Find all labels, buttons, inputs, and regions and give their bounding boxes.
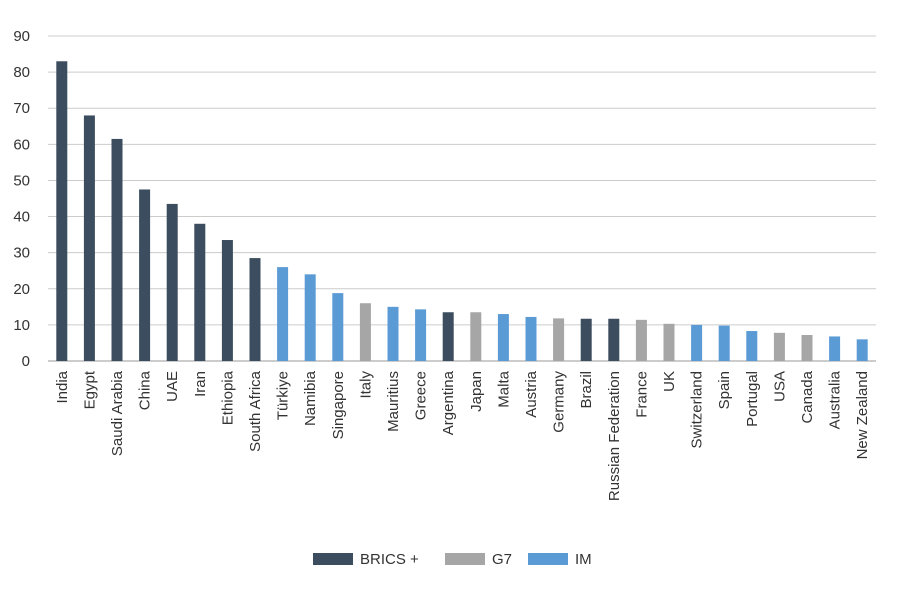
bar-china [139, 189, 151, 361]
legend-label: G7 [492, 551, 512, 568]
legend-label: IM [575, 551, 592, 568]
x-tick-label: Brazil [578, 371, 595, 409]
bar-austria [525, 316, 537, 361]
x-tick-label: Russian Federation [606, 371, 623, 501]
bar-japan [470, 312, 482, 361]
bar-greece [415, 309, 427, 361]
x-tick-label: India [54, 370, 71, 403]
x-tick-label: Egypt [81, 370, 98, 409]
bar-argentina [442, 312, 454, 361]
x-tick-label: Spain [716, 371, 733, 409]
y-tick-label: 20 [13, 281, 30, 298]
y-axis-ticks: 0 10 20 30 40 50 60 70 80 90 [13, 28, 30, 370]
y-tick-label: 30 [13, 245, 30, 262]
bar-namibia [304, 274, 316, 361]
bar-usa [773, 332, 785, 361]
y-tick-label: 90 [13, 28, 30, 45]
bar-t-rkiye [277, 267, 289, 361]
x-axis-ticks: India Egypt Saudi Arabia China UAE Iran Ethiop… [54, 370, 871, 501]
x-tick-label: Singapore [330, 371, 347, 439]
y-tick-label: 0 [22, 353, 30, 370]
bar-singapore [332, 293, 344, 361]
x-tick-label: Mauritius [385, 371, 402, 432]
bar-spain [718, 325, 730, 361]
bar-malta [497, 314, 509, 361]
legend-swatch [528, 553, 568, 565]
x-tick-label: Greece [413, 371, 430, 420]
x-tick-label: Iran [192, 371, 209, 397]
legend-label: BRICS + [360, 551, 419, 568]
x-tick-label: Argentina [440, 370, 457, 435]
bars [56, 61, 868, 362]
x-tick-label: France [633, 371, 650, 418]
y-tick-label: 50 [13, 172, 30, 189]
bar-saudi-arabia [111, 138, 123, 361]
x-tick-label: UAE [164, 371, 181, 402]
bar-iran [194, 223, 206, 361]
x-tick-label: Italy [357, 371, 374, 399]
bar-brazil [580, 318, 592, 361]
x-tick-label: Australia [827, 370, 844, 429]
legend-swatch [313, 553, 353, 565]
x-tick-label: China [137, 370, 154, 410]
bar-egypt [83, 115, 95, 361]
legend: BRICS + G7 IM [313, 551, 592, 568]
bar-france [635, 319, 647, 361]
x-tick-label: USA [771, 371, 788, 402]
bar-canada [801, 335, 813, 361]
x-tick-label: New Zealand [854, 371, 871, 459]
x-tick-label: Germany [551, 371, 568, 433]
x-tick-label: Saudi Arabia [109, 370, 126, 456]
y-tick-label: 10 [13, 317, 30, 334]
bar-india [56, 61, 68, 362]
x-tick-label: South Africa [247, 370, 264, 452]
bar-germany [553, 318, 565, 361]
x-tick-label: Namibia [302, 370, 319, 426]
x-tick-label: Japan [468, 371, 485, 412]
y-tick-label: 60 [13, 136, 30, 153]
x-tick-label: Ethiopia [219, 370, 236, 425]
y-tick-label: 80 [13, 64, 30, 81]
bar-south-africa [249, 258, 261, 361]
bar-uae [166, 203, 178, 361]
x-tick-label: Portugal [744, 371, 761, 427]
x-tick-label: Switzerland [689, 371, 706, 449]
bar-portugal [746, 331, 758, 361]
gridlines [48, 35, 876, 362]
bar-mauritius [387, 306, 399, 361]
bar-australia [829, 336, 841, 361]
x-tick-label: Türkiye [275, 371, 292, 420]
x-tick-label: Canada [799, 370, 816, 423]
bar-switzerland [691, 324, 703, 361]
legend-swatch [445, 553, 485, 565]
bar-uk [663, 323, 675, 361]
bar-ethiopia [221, 240, 233, 361]
x-tick-label: Austria [523, 370, 540, 417]
x-tick-label: UK [661, 371, 678, 392]
y-tick-label: 70 [13, 100, 30, 117]
x-tick-label: Malta [495, 370, 512, 407]
y-tick-label: 40 [13, 209, 30, 226]
bar-italy [359, 303, 371, 361]
bar-russian-federation [608, 318, 620, 361]
bar-new-zealand [856, 339, 868, 361]
